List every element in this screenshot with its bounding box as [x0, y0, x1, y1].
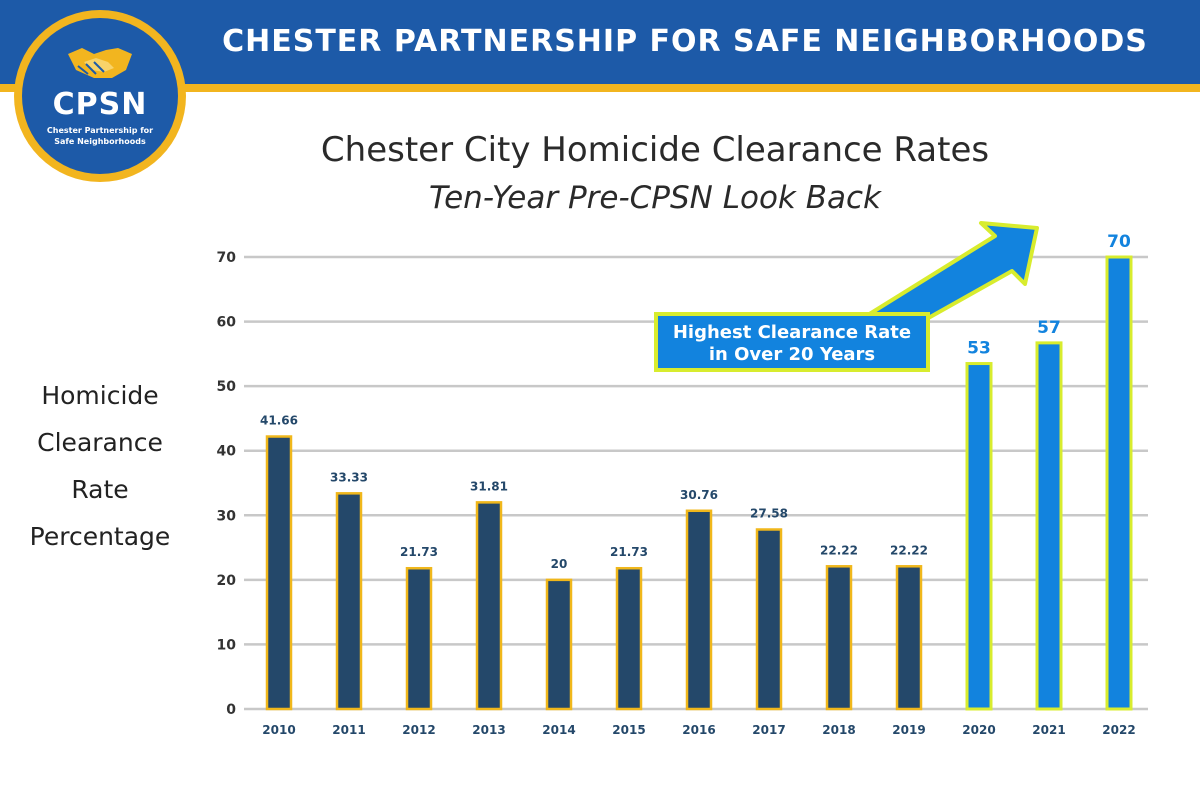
- bar-2020: [965, 362, 993, 711]
- x-tick-label: 2012: [402, 723, 435, 737]
- data-labels: 41.66 33.33 21.73 31.81 20 21.73 30.76 27.58 22.…: [260, 232, 1131, 571]
- cpsn-logo: CPSN Chester Partnership for Safe Neighb…: [14, 10, 186, 182]
- y-axis-label-line: Rate: [71, 475, 129, 504]
- data-label-2012: 21.73: [400, 545, 438, 559]
- y-tick-label: 50: [217, 379, 237, 395]
- bar-2018: [825, 565, 853, 711]
- data-label-2021: 57: [1037, 318, 1061, 338]
- x-tick-label: 2022: [1102, 723, 1135, 737]
- bar-2015: [615, 566, 643, 711]
- x-tick-label: 2020: [962, 723, 995, 737]
- data-label-2010: 41.66: [260, 414, 298, 428]
- y-tick-label: 30: [217, 508, 237, 524]
- bar-2021: [1035, 341, 1063, 711]
- data-label-2019: 22.22: [890, 543, 928, 557]
- bar-2022: [1105, 255, 1133, 711]
- x-tick-label: 2011: [332, 723, 365, 737]
- bar-2014: [545, 578, 573, 711]
- data-label-2013: 31.81: [470, 479, 508, 493]
- data-label-2016: 30.76: [680, 488, 718, 502]
- x-tick-label: 2014: [542, 723, 575, 737]
- logo-name-line1: Chester Partnership for: [46, 126, 154, 135]
- x-tick-label: 2010: [262, 723, 295, 737]
- data-label-2018: 22.22: [820, 543, 858, 557]
- data-label-2014: 20: [551, 557, 568, 571]
- x-tick-label: 2017: [752, 723, 785, 737]
- y-tick-label: 20: [217, 573, 237, 589]
- data-label-2015: 21.73: [610, 545, 648, 559]
- x-tick-label: 2018: [822, 723, 855, 737]
- bar-2013: [475, 501, 503, 711]
- chart-subtitle: Ten-Year Pre-CPSN Look Back: [429, 180, 881, 216]
- bar-2019: [895, 565, 923, 711]
- bar-2017: [755, 528, 783, 711]
- callout-box: Highest Clearance Rate in Over 20 Years: [654, 312, 930, 372]
- callout-line1: Highest Clearance Rate: [672, 322, 912, 343]
- header-banner: [0, 0, 1200, 84]
- data-label-2011: 33.33: [330, 470, 368, 484]
- data-label-2017: 27.58: [750, 506, 788, 520]
- x-tick-label: 2015: [612, 723, 645, 737]
- handshake-icon: [68, 48, 132, 78]
- chart-title: Chester City Homicide Clearance Rates: [320, 130, 990, 170]
- callout-line2: in Over 20 Years: [708, 344, 876, 365]
- logo-abbreviation: CPSN: [52, 87, 148, 122]
- x-tick-label: 2016: [682, 723, 715, 737]
- y-tick-label: 60: [217, 315, 237, 331]
- bar-2016: [685, 509, 713, 711]
- y-axis-label-line: Percentage: [29, 522, 171, 551]
- banner-title: CHESTER PARTNERSHIP FOR SAFE NEIGHBORHOO…: [222, 24, 1148, 59]
- y-tick-label: 10: [217, 637, 237, 653]
- y-tick-label: 40: [217, 444, 237, 460]
- bars: [265, 255, 1133, 711]
- bar-2010: [265, 435, 293, 711]
- bar-2012: [405, 566, 433, 711]
- x-tick-label: 2013: [472, 723, 505, 737]
- y-axis-label-line: Clearance: [37, 428, 163, 457]
- y-tick-label: 0: [226, 702, 236, 718]
- header-stripe: [0, 84, 1200, 92]
- x-axis-ticks: 2010 2011 2012 2013 2014 2015 2016 2017 2018 2019…: [262, 723, 1135, 737]
- y-axis-label: Homicide Clearance Rate Percentage: [8, 372, 192, 560]
- logo-inner-circle: CPSN Chester Partnership for Safe Neighb…: [22, 18, 178, 174]
- y-axis-label-line: Homicide: [41, 381, 159, 410]
- y-tick-label: 70: [217, 250, 237, 266]
- x-tick-label: 2019: [892, 723, 925, 737]
- data-label-2020: 53: [967, 339, 991, 359]
- data-label-2022: 70: [1107, 232, 1131, 252]
- logo-name-line2: Safe Neighborhoods: [54, 137, 146, 146]
- y-axis-ticks: 0 10 20 30 40 50 60 70: [217, 250, 237, 718]
- bar-2011: [335, 492, 363, 711]
- x-tick-label: 2021: [1032, 723, 1065, 737]
